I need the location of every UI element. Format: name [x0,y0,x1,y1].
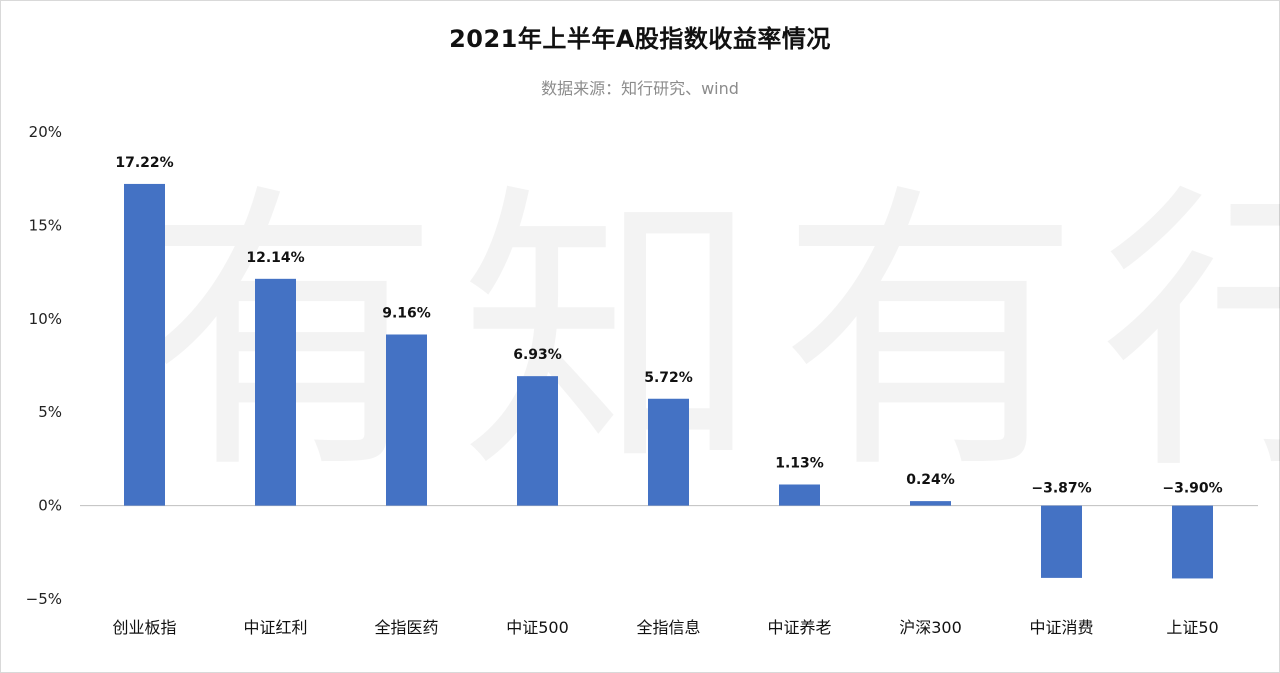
data-label: 12.14% [246,250,304,266]
bar [910,501,951,506]
y-tick-label: 5% [38,403,62,421]
category-label: 中证消费 [1029,618,1093,637]
y-tick-label: 0% [38,497,62,515]
category-label: 创业板指 [112,618,176,637]
bar [779,484,820,506]
data-label: 9.16% [382,305,431,321]
y-tick-label: −5% [26,590,62,608]
data-label: 6.93% [513,347,562,363]
category-label: 全指医药 [374,618,438,637]
data-label: −3.90% [1162,481,1222,497]
y-tick-label: 10% [29,310,62,328]
category-label: 上证50 [1166,618,1218,637]
bar [124,183,165,506]
bar [517,376,558,506]
category-label: 中证养老 [767,618,831,637]
y-tick-label: 20% [29,123,62,141]
bar [255,278,296,506]
data-label: −3.87% [1031,481,1091,497]
bar [386,334,427,506]
data-label: 0.24% [906,472,955,488]
category-label: 沪深300 [899,618,962,637]
chart-subtitle: 数据来源：知行研究、wind [541,79,739,98]
data-label: 1.13% [775,455,824,471]
bar [1172,505,1213,579]
y-tick-label: 15% [29,216,62,234]
chart-title: 2021年上半年A股指数收益率情况 [449,25,831,53]
data-label: 5.72% [644,370,693,386]
category-label: 全指信息 [636,618,700,637]
data-label: 17.22% [115,155,173,171]
bar [648,398,689,506]
category-label: 中证红利 [243,618,307,637]
bar [1041,505,1082,578]
category-label: 中证500 [506,618,569,637]
